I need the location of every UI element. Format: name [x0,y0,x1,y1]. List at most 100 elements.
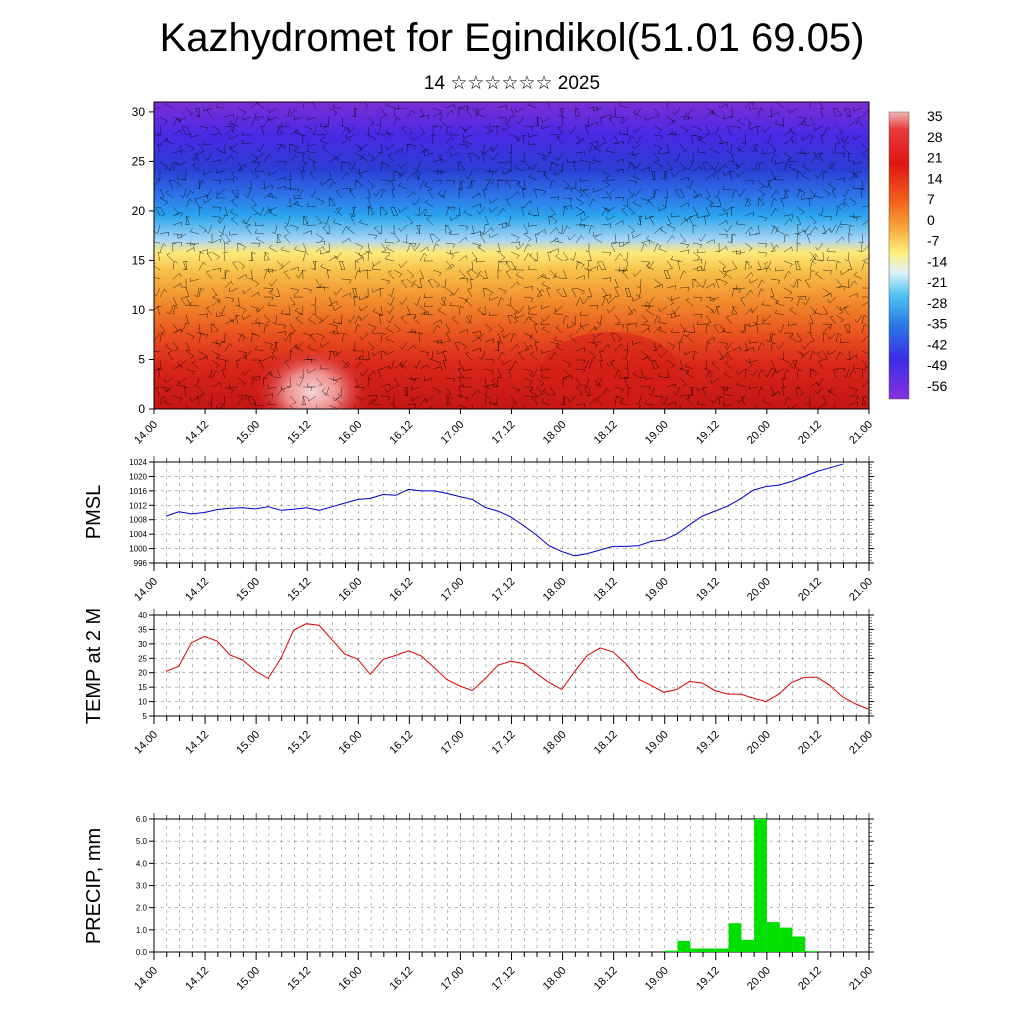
wind-barb [494,341,500,352]
wind-barb [399,296,408,305]
wind-barb [250,278,260,287]
wind-barb [406,242,417,248]
wind-barb [705,305,715,314]
wind-barb [775,160,785,165]
wind-barb [445,145,455,154]
wind-barb [809,155,819,163]
wind-barb [400,315,408,325]
wind-barb [276,185,286,191]
wind-barb [562,395,569,406]
wind-barb [367,134,377,143]
wind-barb [180,188,187,199]
wind-barb [198,195,208,200]
wind-barb [523,395,534,401]
wind-barb [835,351,843,361]
wind-barb [670,328,681,334]
wind-barb [848,224,854,235]
wind-barb [320,179,330,186]
wind-barb [387,296,395,306]
wind-barb [816,351,824,361]
wind-barb [579,186,590,192]
wind-barb [541,349,551,354]
wind-barb [250,332,257,343]
wind-barb [172,161,179,172]
precip-y-tick-label: 2.0 [136,904,148,913]
wind-barb [634,134,642,144]
wind-barb [445,377,456,383]
wind-barb [402,233,408,244]
wind-barb [263,296,274,301]
wind-barb [692,278,701,288]
wind-barb [588,326,598,334]
wind-barb [470,224,475,235]
wind-barb [835,368,846,373]
wind-barb [224,359,230,370]
wind-barb [224,233,231,243]
wind-barb [191,162,200,172]
wind-barb [679,176,689,182]
wind-barb [337,386,343,397]
wind-barb [309,171,317,181]
wind-barb [427,279,434,289]
wind-barb [328,300,338,307]
wind-barb [413,296,421,306]
wind-barb [660,170,668,180]
wind-barb [466,270,473,280]
wind-barb [725,315,733,325]
wind-barb [431,134,436,145]
wind-barb [523,377,533,385]
wind-barb [217,215,226,224]
wind-barb [432,319,442,325]
wind-barb [393,116,400,127]
wind-barb [748,231,759,236]
wind-barb [380,188,387,199]
wind-barb [627,135,635,145]
wind-barb [624,288,629,298]
wind-barb [497,179,508,185]
wind-barb [194,198,200,208]
wind-barb [229,314,239,323]
wind-barb [198,143,205,153]
wind-barb [289,350,295,361]
wind-barb [296,188,304,198]
wind-barb [289,108,298,118]
wind-barb [228,120,239,127]
wind-barb [853,271,863,280]
wind-barb [826,256,837,262]
wind-barb [839,338,850,343]
wind-barb [159,197,169,206]
wind-barb [190,395,200,402]
precip-x-tick-label: 15.12 [285,965,313,993]
wind-barb [270,341,278,351]
wind-barb [528,305,538,310]
precip-x-tick-label: 19.12 [694,965,722,993]
wind-barb [743,341,749,351]
wind-barb [523,243,531,253]
wind-barb [328,323,339,330]
wind-barb [632,371,642,379]
wind-barb [385,386,395,393]
wind-barb [373,188,382,197]
wind-barb [757,279,765,289]
wind-barb [822,323,833,329]
wind-barb [315,233,325,242]
wind-barb [406,125,414,135]
wind-barb [384,238,395,244]
wind-barb [354,361,363,370]
wind-barb [399,341,408,350]
wind-barb [853,106,863,112]
cs-x-tick-label: 18.12 [592,419,620,447]
temp-y-tick-label: 10 [138,698,147,707]
wind-barb [281,260,291,268]
wind-barb [462,138,473,145]
wind-barb [666,235,675,244]
wind-barb [696,213,707,219]
wind-barb [458,329,468,334]
wind-barb [165,190,174,199]
wind-barb [588,198,597,208]
wind-barb [651,171,656,181]
wind-barb [788,164,798,172]
wind-barb [387,153,395,163]
wind-barb [489,197,499,204]
wind-barb [645,307,655,316]
